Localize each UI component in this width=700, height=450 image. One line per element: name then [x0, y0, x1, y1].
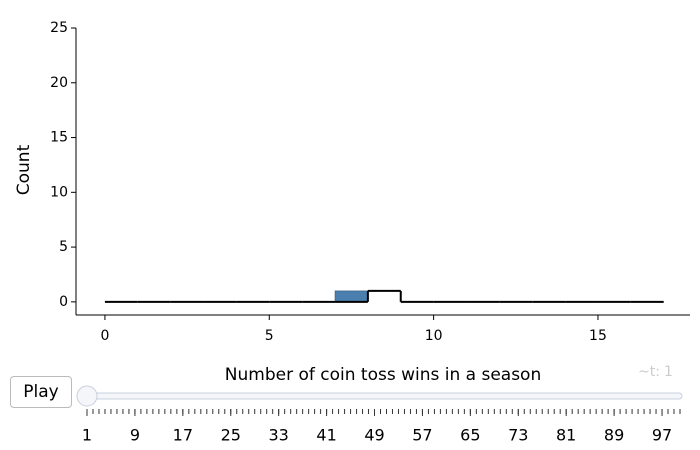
y-axis-label: Count	[14, 144, 34, 195]
play-button[interactable]: Play	[10, 376, 72, 408]
x-tick-label: 15	[589, 328, 607, 344]
slider-label: 97	[652, 426, 672, 445]
slider-label: 73	[508, 426, 528, 445]
x-axis-label: Number of coin toss wins in a season	[225, 365, 541, 385]
slider-label: 81	[556, 426, 576, 445]
y-tick-label: 10	[50, 184, 68, 200]
y-tick-label: 5	[59, 239, 68, 255]
slider-label: 1	[82, 426, 92, 445]
y-tick-label: 0	[59, 294, 68, 310]
slider-track[interactable]	[86, 392, 683, 400]
slider-label: 25	[221, 426, 241, 445]
slider-label: 33	[268, 426, 288, 445]
x-tick-label: 10	[425, 328, 443, 344]
slider-label: 41	[316, 426, 336, 445]
y-tick-label: 25	[50, 20, 68, 36]
bar	[334, 290, 369, 303]
slider-handle[interactable]	[76, 385, 98, 407]
x-tick-label: 5	[265, 328, 274, 344]
slider-label: 49	[364, 426, 384, 445]
y-tick-label: 20	[50, 75, 68, 91]
y-tick-label: 15	[50, 130, 68, 146]
slider-value: 1	[664, 364, 673, 380]
slider-label: 65	[460, 426, 480, 445]
slider-label: 89	[604, 426, 624, 445]
slider-label: 17	[173, 426, 193, 445]
x-tick-label: 0	[100, 328, 109, 344]
slider-label: 9	[130, 426, 140, 445]
slider-prefix: ~t:	[638, 364, 660, 380]
slider-label: 57	[412, 426, 432, 445]
